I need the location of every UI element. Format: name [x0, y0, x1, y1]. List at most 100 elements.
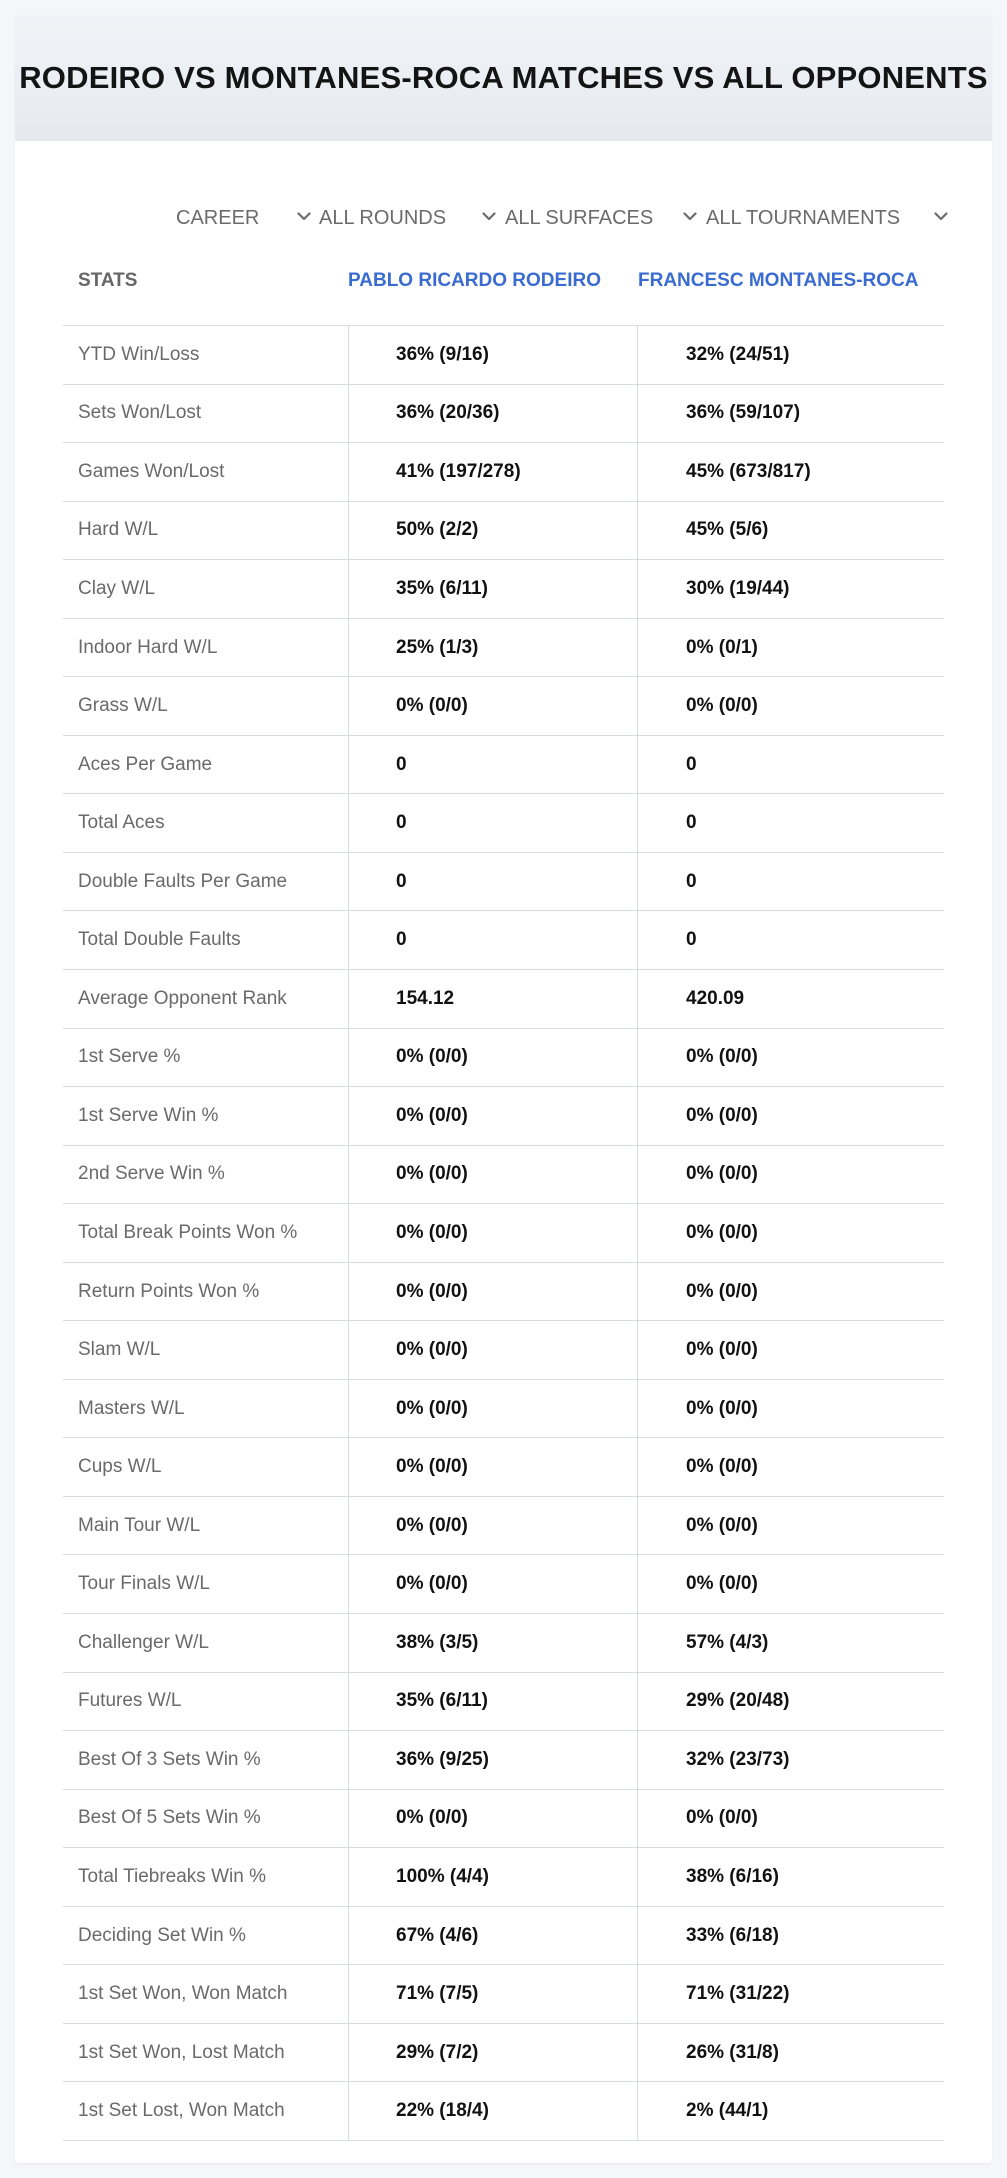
player2-column-header[interactable]: FRANCESC MONTANES-ROCA [638, 270, 919, 291]
player2-value: 0% (0/0) [686, 1046, 758, 1068]
chevron-down-icon [931, 206, 951, 226]
rounds-select-label: ALL ROUNDS [319, 206, 447, 229]
stat-label: 1st Set Lost, Won Match [78, 2100, 285, 2122]
player1-value: 50% (2/2) [396, 519, 479, 541]
player2-value: 0% (0/1) [686, 636, 758, 658]
table-row: Tour Finals W/L 0% (0/0) 0% (0/0) [63, 1555, 944, 1615]
player2-value: 0 [686, 753, 697, 775]
stat-label: 1st Set Won, Won Match [78, 1983, 288, 2005]
stat-label: Best Of 5 Sets Win % [78, 1807, 261, 1829]
player2-value: 0% (0/0) [686, 1573, 758, 1595]
player1-value: 0% (0/0) [396, 1104, 468, 1126]
player1-value: 35% (6/11) [396, 1690, 488, 1712]
player1-value: 67% (4/6) [396, 1924, 479, 1946]
player1-value: 0% (0/0) [396, 1221, 468, 1243]
player1-value: 41% (197/278) [396, 460, 521, 482]
player2-value: 0% (0/0) [686, 1104, 758, 1126]
stat-label: Best Of 3 Sets Win % [78, 1748, 261, 1770]
stat-label: 1st Serve Win % [78, 1104, 219, 1126]
stat-label: Cups W/L [78, 1456, 162, 1478]
stat-label: Sets Won/Lost [78, 402, 202, 424]
table-row: Clay W/L 35% (6/11) 30% (19/44) [63, 560, 944, 619]
stat-label: 1st Serve % [78, 1046, 181, 1068]
table-row: YTD Win/Loss 36% (9/16) 32% (24/51) [63, 326, 944, 385]
page-title: RODEIRO VS MONTANES-ROCA MATCHES VS ALL … [19, 60, 988, 95]
table-row: Return Points Won % 0% (0/0) 0% (0/0) [63, 1263, 944, 1322]
player2-value: 33% (6/18) [686, 1924, 779, 1946]
player1-value: 0% (0/0) [396, 1046, 468, 1068]
table-row: Masters W/L 0% (0/0) 0% (0/0) [63, 1380, 944, 1439]
stat-label: Total Tiebreaks Win % [78, 1865, 266, 1887]
stat-label: Tour Finals W/L [78, 1573, 210, 1595]
stat-label: Deciding Set Win % [78, 1924, 246, 1946]
stat-label: YTD Win/Loss [78, 343, 200, 365]
stats-column-header: STATS [78, 270, 138, 291]
table-row: Cups W/L 0% (0/0) 0% (0/0) [63, 1438, 944, 1497]
player1-value: 0% (0/0) [396, 1456, 468, 1478]
stat-label: Masters W/L [78, 1397, 185, 1419]
table-row: Sets Won/Lost 36% (20/36) 36% (59/107) [63, 385, 944, 444]
rounds-select[interactable]: ALL ROUNDS [319, 188, 504, 248]
stat-label: 1st Set Won, Lost Match [78, 2041, 285, 2063]
table-body: YTD Win/Loss 36% (9/16) 32% (24/51) Sets Wo… [63, 326, 944, 2141]
player1-value: 36% (20/36) [396, 402, 500, 424]
player2-value: 0% (0/0) [686, 1514, 758, 1536]
player1-value: 0% (0/0) [396, 1339, 468, 1361]
player1-value: 0% (0/0) [396, 1163, 468, 1185]
stat-label: Futures W/L [78, 1690, 182, 1712]
player1-value: 36% (9/25) [396, 1748, 489, 1770]
table-row: Challenger W/L 38% (3/5) 57% (4/3) [63, 1614, 944, 1673]
player2-value: 26% (31/8) [686, 2041, 779, 2063]
table-row: 1st Serve Win % 0% (0/0) 0% (0/0) [63, 1087, 944, 1146]
surfaces-select-label: ALL SURFACES [505, 206, 654, 229]
player2-value: 0% (0/0) [686, 1456, 758, 1478]
player1-value: 25% (1/3) [396, 636, 479, 658]
player1-value: 0 [396, 929, 407, 951]
table-row: Total Break Points Won % 0% (0/0) 0% (0/0) [63, 1204, 944, 1263]
column-divider [637, 326, 638, 2141]
player1-value: 0% (0/0) [396, 695, 468, 717]
table-row: 1st Set Lost, Won Match 22% (18/4) 2% (44/… [63, 2082, 944, 2141]
table-header: STATS PABLO RICARDO RODEIRO FRANCESC MON… [63, 248, 944, 326]
player1-value: 0% (0/0) [396, 1397, 468, 1419]
table-row: Aces Per Game 0 0 [63, 736, 944, 795]
player1-value: 154.12 [396, 987, 455, 1009]
stat-label: Main Tour W/L [78, 1514, 201, 1536]
player1-value: 36% (9/16) [396, 343, 489, 365]
player1-value: 0% (0/0) [396, 1514, 468, 1536]
player2-value: 36% (59/107) [686, 402, 801, 424]
chevron-down-icon [680, 206, 700, 226]
player2-value: 2% (44/1) [686, 2100, 769, 2122]
tournaments-select-label: ALL TOURNAMENTS [706, 206, 901, 229]
player1-column-header[interactable]: PABLO RICARDO RODEIRO [348, 270, 601, 291]
player2-value: 0% (0/0) [686, 695, 758, 717]
tournaments-select[interactable]: ALL TOURNAMENTS [706, 188, 956, 248]
player1-value: 0% (0/0) [396, 1280, 468, 1302]
table-row: Best Of 5 Sets Win % 0% (0/0) 0% (0/0) [63, 1790, 944, 1849]
stat-label: Double Faults Per Game [78, 870, 288, 892]
table-row: Games Won/Lost 41% (197/278) 45% (673/817) [63, 443, 944, 502]
stat-label: Slam W/L [78, 1339, 161, 1361]
table-row: Double Faults Per Game 0 0 [63, 853, 944, 912]
player1-value: 0% (0/0) [396, 1573, 468, 1595]
chevron-down-icon [479, 206, 499, 226]
player2-value: 30% (19/44) [686, 577, 790, 599]
surfaces-select[interactable]: ALL SURFACES [505, 188, 705, 248]
player2-value: 0 [686, 929, 697, 951]
stat-label: Total Break Points Won % [78, 1221, 298, 1243]
player2-value: 0 [686, 812, 697, 834]
period-select[interactable]: CAREER [176, 188, 316, 248]
player2-value: 29% (20/48) [686, 1690, 790, 1712]
player1-value: 71% (7/5) [396, 1983, 479, 2005]
card-header: RODEIRO VS MONTANES-ROCA MATCHES VS ALL … [15, 15, 992, 141]
stat-label: Return Points Won % [78, 1280, 260, 1302]
table-row: Total Tiebreaks Win % 100% (4/4) 38% (6/16… [63, 1848, 944, 1907]
player1-value: 22% (18/4) [396, 2100, 489, 2122]
stat-label: Hard W/L [78, 519, 159, 541]
player1-value: 100% (4/4) [396, 1865, 489, 1887]
player2-value: 38% (6/16) [686, 1865, 779, 1887]
stats-card: RODEIRO VS MONTANES-ROCA MATCHES VS ALL … [15, 15, 992, 2163]
player1-value: 0 [396, 812, 407, 834]
table-row: Average Opponent Rank 154.12 420.09 [63, 970, 944, 1029]
period-select-label: CAREER [176, 206, 260, 229]
